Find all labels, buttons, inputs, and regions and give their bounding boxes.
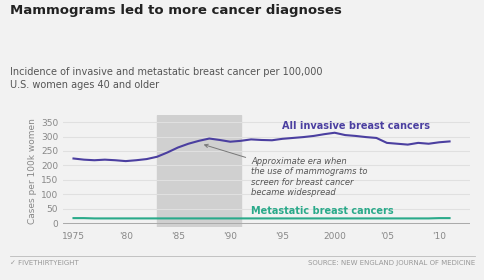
Text: Incidence of invasive and metastatic breast cancer per 100,000
U.S. women ages 4: Incidence of invasive and metastatic bre…: [10, 67, 321, 90]
Text: ✓ FIVETHIRTYEIGHT: ✓ FIVETHIRTYEIGHT: [10, 260, 78, 266]
Text: SOURCE: NEW ENGLAND JOURNAL OF MEDICINE: SOURCE: NEW ENGLAND JOURNAL OF MEDICINE: [307, 260, 474, 266]
Text: All invasive breast cancers: All invasive breast cancers: [282, 121, 429, 131]
Text: Mammograms led to more cancer diagnoses: Mammograms led to more cancer diagnoses: [10, 4, 341, 17]
Y-axis label: Cases per 100k women: Cases per 100k women: [28, 118, 37, 224]
Text: Metastatic breast cancers: Metastatic breast cancers: [251, 206, 393, 216]
Bar: [157, 115, 240, 227]
Text: Approximate era when
the use of mammograms to
screen for breast cancer
became wi: Approximate era when the use of mammogra…: [204, 144, 367, 197]
